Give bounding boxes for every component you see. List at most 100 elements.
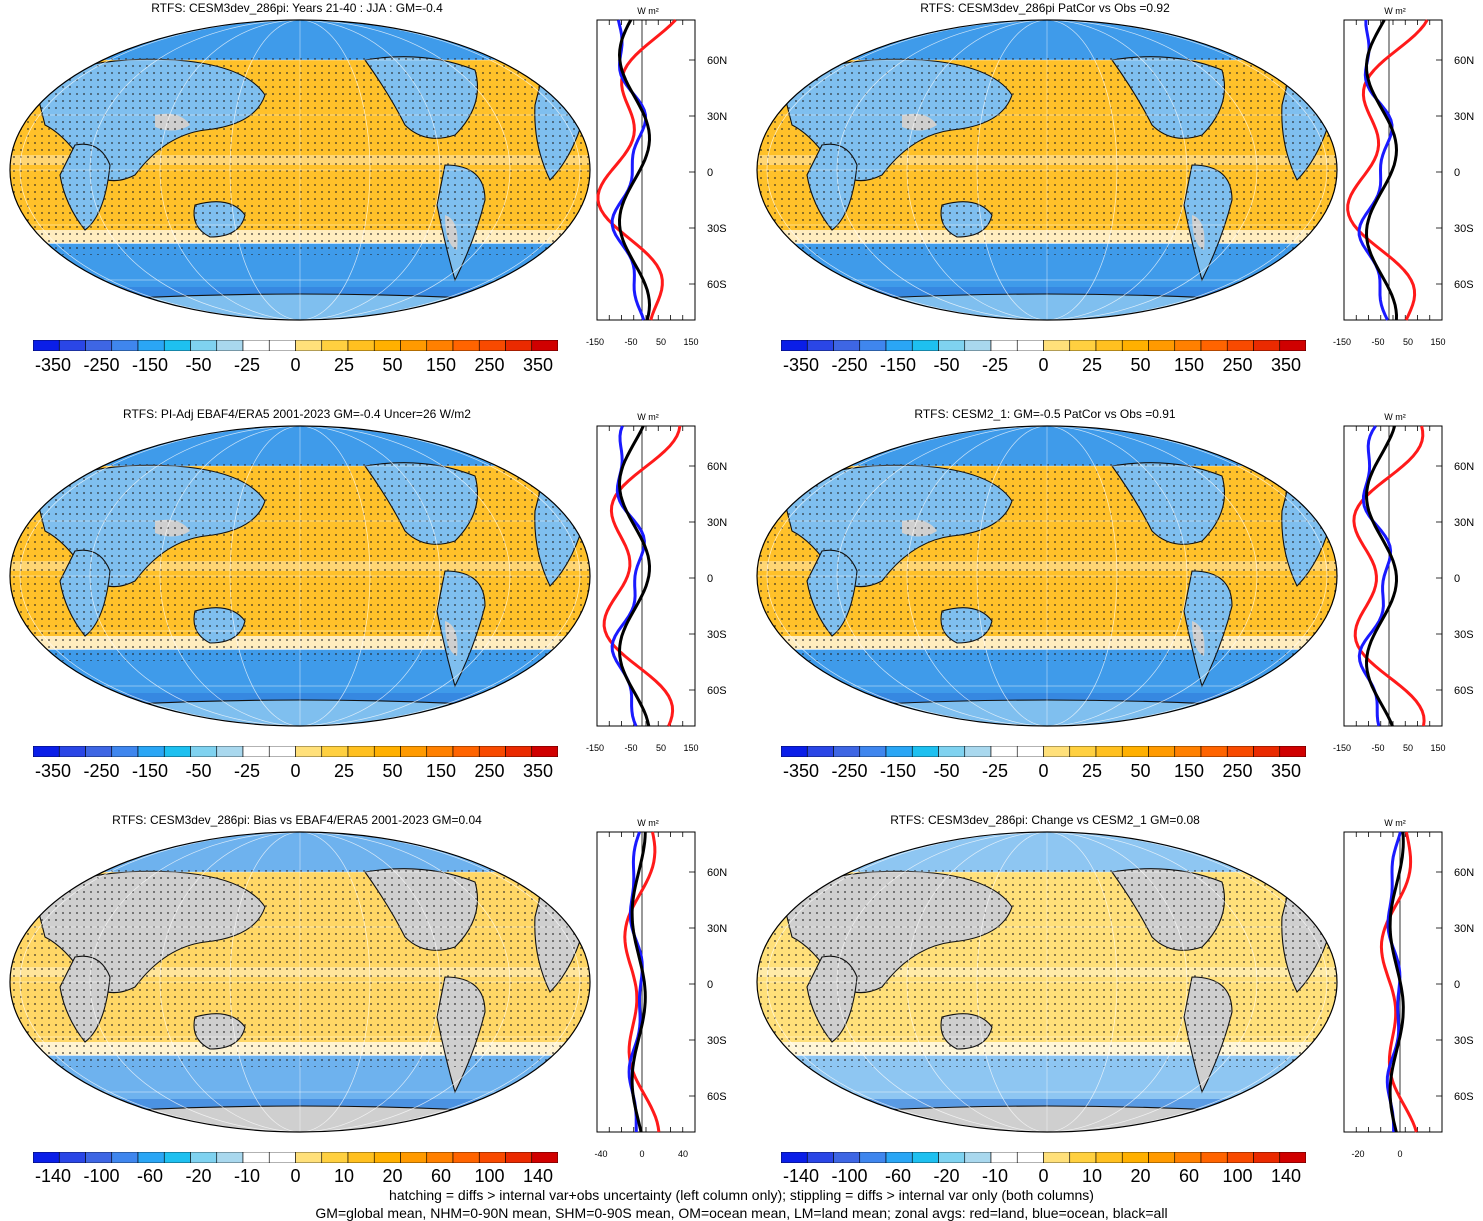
colorbar-tick-label: -25 [981, 355, 1009, 375]
colorbar-swatch [885, 1152, 913, 1163]
all-curve [630, 831, 647, 1133]
colorbar-tick-label: 25 [1081, 761, 1103, 781]
colorbar-swatch [163, 746, 191, 757]
colorbar-swatch [426, 746, 454, 757]
colorbar-tick-label: 350 [522, 761, 554, 781]
x-tick-label: 50 [1403, 337, 1413, 347]
colorbar-tick-label: 150 [1173, 761, 1205, 781]
colorbar-tick-label: 60 [430, 1166, 452, 1186]
x-tick-label: 150 [683, 337, 698, 347]
colorbar-swatch [781, 340, 808, 351]
map-outline [756, 19, 1338, 321]
x-tick-label: -50 [624, 337, 637, 347]
all-curve [1365, 425, 1398, 727]
colorbar-swatch [216, 340, 244, 351]
colorbar-swatch [347, 340, 375, 351]
colorbar-swatch [964, 340, 992, 351]
colorbar-swatch [268, 746, 296, 757]
panel-title: RTFS: CESM3dev_286pi PatCor vs Obs =0.92 [920, 1, 1170, 15]
colorbar-tick-label: 250 [1222, 761, 1253, 781]
zonal-mean-plot: W m² 60N 30N 0 30S 60S -150 -50 50 150 [586, 6, 727, 347]
colorbar-swatch [990, 340, 1018, 351]
lat-label: 30S [1454, 223, 1474, 235]
x-tick-label: -50 [1371, 337, 1384, 347]
colorbar-tick-label: 350 [1270, 761, 1302, 781]
colorbar-swatch [990, 1152, 1018, 1163]
colorbar-swatch [1016, 1152, 1044, 1163]
colorbar-tick-label: -150 [131, 761, 169, 781]
colorbar-tick-label: 250 [474, 355, 505, 375]
lat-label: 60S [1454, 685, 1474, 697]
x-tick-label: 150 [683, 743, 698, 753]
map-outline [9, 831, 591, 1133]
colorbar-tick-label: 100 [474, 1166, 505, 1186]
colorbar [33, 340, 558, 351]
colorbar-swatch [1174, 340, 1202, 351]
colorbar-swatch [137, 340, 165, 351]
map-outline [9, 19, 591, 321]
colorbar-swatch [452, 340, 480, 351]
lat-label: 60S [707, 685, 727, 697]
colorbar-tick-label: 140 [522, 1166, 554, 1186]
colorbar-tick-label: -140 [34, 1166, 72, 1186]
colorbar-tick-label: -50 [933, 355, 960, 375]
colorbar-tick-label: 0 [290, 761, 301, 781]
colorbar-tick-label: -250 [831, 355, 868, 375]
x-tick-label: -50 [624, 743, 637, 753]
colorbar-tick-label: -60 [884, 1166, 912, 1186]
x-tick-label: 50 [1403, 743, 1413, 753]
colorbar-swatch [347, 746, 375, 757]
colorbar-swatch [268, 340, 296, 351]
unit-label: W m² [1384, 412, 1406, 422]
lat-label: 30S [1454, 1035, 1474, 1047]
colorbar-swatch [1121, 340, 1149, 351]
colorbar-tick-label: 20 [382, 1166, 403, 1186]
all-curve [1365, 19, 1398, 321]
colorbar-swatch [242, 340, 270, 351]
colorbar-swatch [1148, 746, 1176, 757]
colorbar-tick-label: -350 [34, 355, 72, 375]
ocean-curve [610, 19, 648, 321]
colorbar-swatch [1121, 1152, 1149, 1163]
colorbar-swatch [163, 340, 191, 351]
colorbar-swatch [1069, 1152, 1097, 1163]
map-panel [9, 19, 591, 321]
colorbar-tick-label: 150 [425, 355, 457, 375]
colorbar-swatch [531, 340, 558, 351]
colorbar-swatch [1095, 340, 1123, 351]
colorbar-tick-label: 25 [333, 761, 355, 781]
land-curve [1352, 425, 1426, 727]
colorbar-swatch [964, 746, 992, 757]
colorbar-swatch [505, 746, 533, 757]
colorbar-labels: -140 -100 -60 -20 -10 0 10 20 60 100 140 [781, 1166, 1306, 1188]
colorbar-swatch [478, 1152, 506, 1163]
colorbar-labels: -140 -100 -60 -20 -10 0 10 20 60 100 140 [33, 1166, 558, 1188]
lat-label: 30N [1454, 517, 1474, 529]
lat-label: 0 [1454, 573, 1460, 585]
ocean-curve [1357, 20, 1394, 321]
map-outline [9, 425, 591, 727]
lat-label: 0 [707, 979, 713, 991]
unit-label: W m² [637, 818, 659, 828]
colorbar-tick-label: -140 [782, 1166, 820, 1186]
colorbar-swatch [33, 340, 60, 351]
colorbar-swatch [190, 1152, 218, 1163]
lat-label: 30S [707, 223, 727, 235]
colorbar-swatch [1043, 746, 1071, 757]
colorbar-tick-label: 140 [1270, 1166, 1302, 1186]
colorbar-swatch [426, 340, 454, 351]
lat-label: 60N [707, 867, 727, 879]
colorbar-swatch [1279, 1152, 1306, 1163]
colorbar-swatch [964, 1152, 992, 1163]
colorbar-swatch [1148, 1152, 1176, 1163]
colorbar-swatch [58, 1152, 86, 1163]
lat-label: 0 [707, 573, 713, 585]
x-tick-label: 40 [678, 1149, 688, 1159]
colorbar-swatch [137, 746, 165, 757]
colorbar-swatch [1069, 340, 1097, 351]
colorbar-tick-label: -20 [933, 1166, 960, 1186]
colorbar-swatch [911, 1152, 939, 1163]
unit-label: W m² [1384, 818, 1406, 828]
colorbar-tick-label: -350 [34, 761, 72, 781]
map-panel [9, 831, 591, 1133]
